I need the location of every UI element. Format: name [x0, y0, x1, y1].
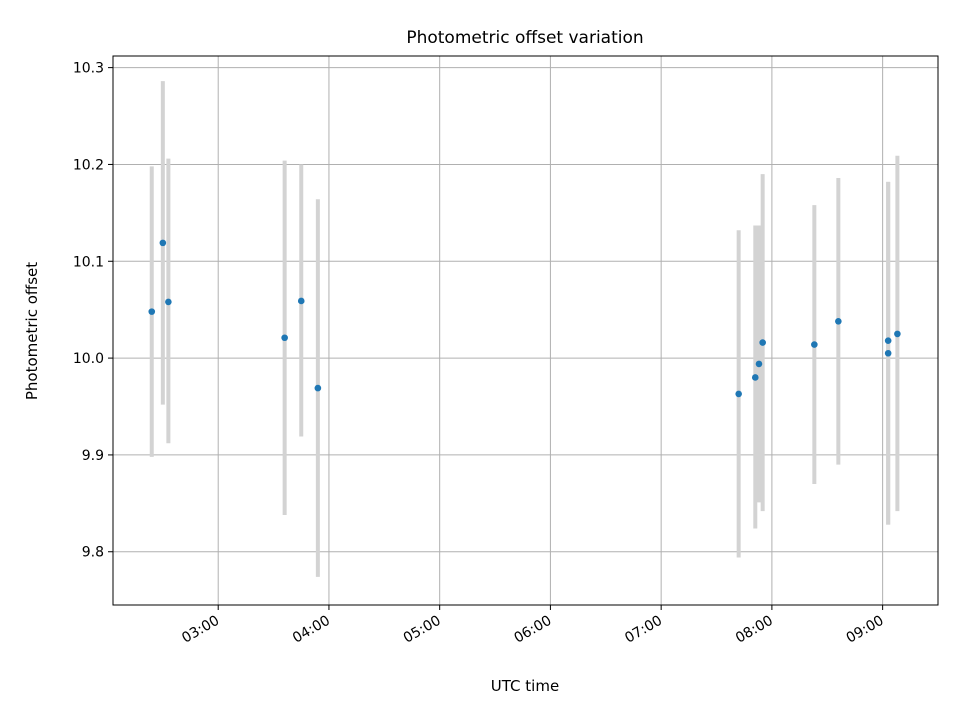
y-tick-label: 10.0	[73, 351, 104, 367]
data-point	[811, 341, 818, 348]
y-tick-label: 10.3	[73, 61, 104, 77]
data-point	[735, 390, 742, 398]
x-tick-label: 07:00	[622, 613, 665, 647]
data-point	[165, 298, 172, 306]
data-point	[751, 374, 759, 381]
data-point	[297, 297, 305, 305]
data-point	[314, 384, 322, 392]
error-bars	[149, 81, 900, 577]
x-tick-label: 08:00	[733, 613, 776, 647]
data-point	[159, 239, 167, 247]
data-point	[148, 308, 156, 315]
data-point	[759, 339, 766, 346]
data-point	[884, 349, 892, 357]
y-tick-label: 9.9	[82, 448, 104, 464]
data-point	[835, 318, 842, 325]
y-tick-label: 10.2	[73, 157, 104, 173]
x-axis-label: UTC time	[491, 677, 559, 695]
data-point	[884, 337, 892, 344]
y-axis-label: Photometric offset	[23, 262, 41, 400]
data-points	[148, 239, 901, 398]
data-point	[281, 334, 288, 342]
plot-area-frame	[112, 55, 939, 606]
data-point	[755, 360, 763, 368]
x-tick-label: 09:00	[844, 613, 887, 647]
y-tick-label: 9.8	[82, 545, 104, 561]
x-tick-label: 03:00	[179, 613, 222, 647]
chart-title: Photometric offset variation	[406, 28, 643, 48]
x-tick-label: 05:00	[401, 613, 444, 647]
data-point	[894, 330, 901, 338]
grid-lines	[113, 56, 938, 605]
x-tick-label: 04:00	[290, 613, 333, 647]
x-tick-label: 06:00	[511, 613, 554, 647]
y-tick-label: 10.1	[73, 254, 104, 270]
